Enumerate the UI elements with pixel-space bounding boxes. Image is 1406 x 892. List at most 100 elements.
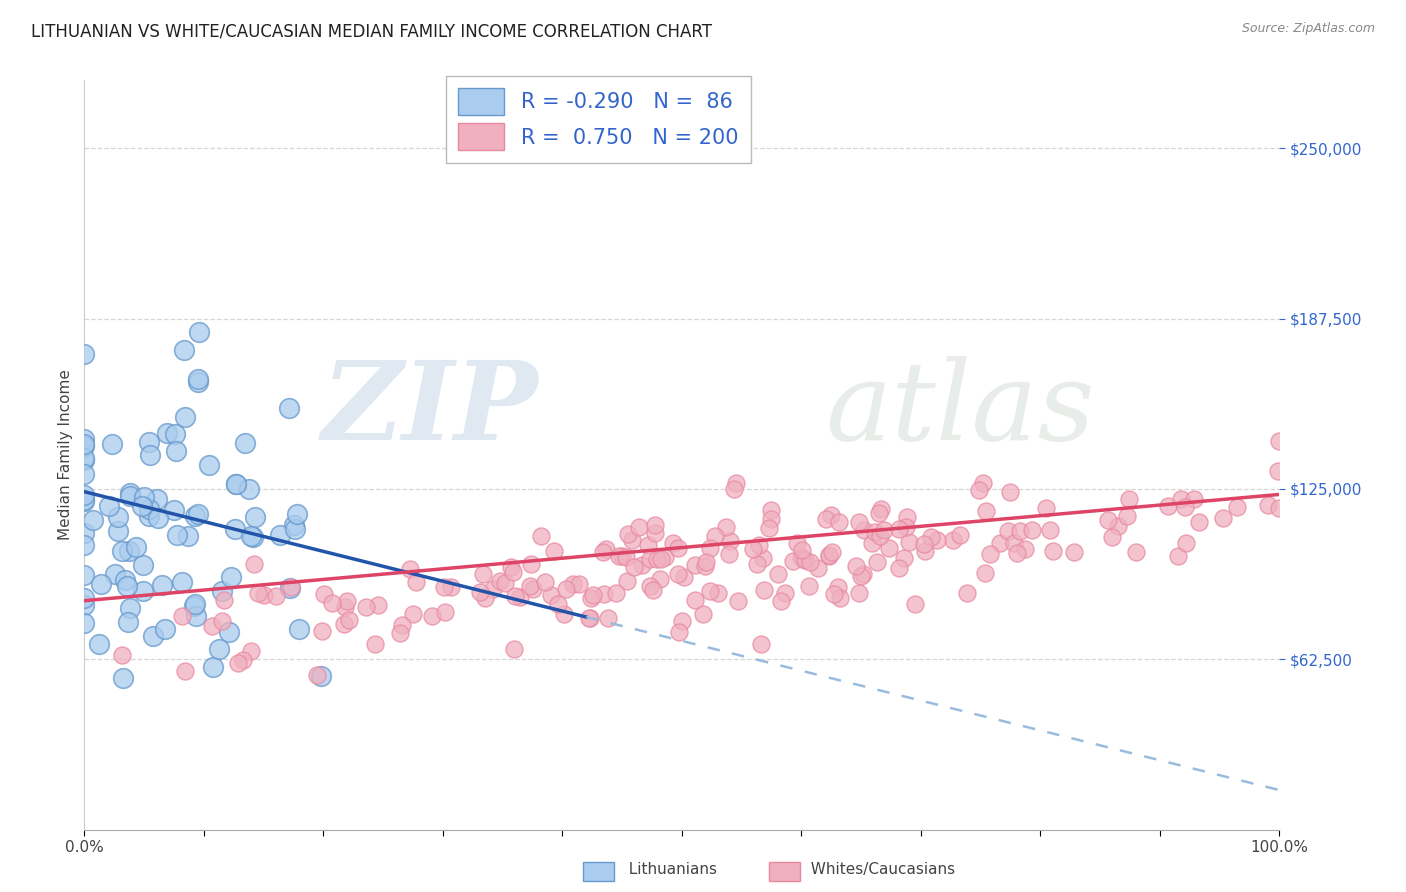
Point <box>1021 524 1043 538</box>
Point <box>520 558 543 572</box>
Point <box>118 486 141 500</box>
Point <box>567 577 589 591</box>
Point <box>1167 549 1189 563</box>
Point <box>225 477 247 491</box>
Text: Source: ZipAtlas.com: Source: ZipAtlas.com <box>1241 22 1375 36</box>
Point <box>165 444 187 458</box>
Point <box>364 637 387 651</box>
Point <box>627 520 650 534</box>
Point <box>142 630 165 644</box>
Point <box>73 492 96 507</box>
Point <box>90 577 112 591</box>
Point <box>207 642 229 657</box>
Text: Lithuanians: Lithuanians <box>619 863 717 877</box>
Point <box>1212 510 1234 524</box>
Point <box>530 528 553 542</box>
Point <box>727 594 749 608</box>
Text: LITHUANIAN VS WHITE/CAUCASIAN MEDIAN FAMILY INCOME CORRELATION CHART: LITHUANIAN VS WHITE/CAUCASIAN MEDIAN FAM… <box>31 22 711 40</box>
Point <box>540 588 562 602</box>
Point <box>579 611 602 625</box>
Point <box>817 548 839 562</box>
Point <box>638 579 661 593</box>
Text: ZIP: ZIP <box>322 356 538 464</box>
Point <box>998 485 1021 500</box>
Point <box>1097 513 1119 527</box>
Point <box>184 509 207 524</box>
Point <box>887 560 910 574</box>
Point <box>73 452 96 467</box>
Point <box>211 615 233 629</box>
Point <box>132 490 155 504</box>
Point <box>1002 536 1025 550</box>
Point <box>792 552 814 566</box>
Point <box>593 587 616 601</box>
Point <box>73 450 96 465</box>
Point <box>972 476 994 491</box>
Point <box>898 535 921 549</box>
Point <box>782 554 804 568</box>
Point <box>242 557 264 571</box>
Point <box>799 579 821 593</box>
Point <box>927 533 949 547</box>
Point <box>668 625 690 640</box>
Point <box>868 506 890 520</box>
Point <box>650 572 672 586</box>
Point <box>828 591 851 606</box>
Point <box>662 536 685 550</box>
Point <box>405 574 427 589</box>
Point <box>87 637 110 651</box>
Point <box>555 582 578 596</box>
Point <box>912 537 935 551</box>
Point <box>388 625 411 640</box>
Point <box>198 458 221 473</box>
Point <box>183 599 205 613</box>
Point <box>845 558 868 573</box>
Point <box>1174 500 1197 514</box>
Point <box>172 574 194 589</box>
Point <box>988 536 1011 550</box>
Point <box>269 528 291 542</box>
Point <box>188 325 211 339</box>
Point <box>695 555 717 569</box>
Point <box>1107 519 1129 533</box>
Point <box>1014 542 1036 557</box>
Point <box>166 528 188 542</box>
Point <box>104 566 127 581</box>
Point <box>82 513 104 527</box>
Point <box>692 607 714 622</box>
Point <box>1063 545 1085 559</box>
Point <box>519 579 541 593</box>
Point <box>820 508 842 522</box>
Point <box>420 608 443 623</box>
Point <box>232 653 254 667</box>
Point <box>184 597 207 611</box>
Point <box>118 544 141 558</box>
Point <box>645 552 668 566</box>
Point <box>887 522 910 536</box>
Point <box>246 586 269 600</box>
Point <box>620 533 643 547</box>
Point <box>716 520 738 534</box>
Point <box>218 625 240 640</box>
Point <box>501 560 523 574</box>
Point <box>97 499 120 513</box>
Point <box>754 583 776 598</box>
Point <box>1226 500 1249 515</box>
Point <box>974 504 997 518</box>
Point <box>434 605 457 619</box>
Point <box>654 549 676 564</box>
Point <box>131 500 153 514</box>
Point <box>1268 501 1291 516</box>
Point <box>1157 499 1180 513</box>
Point <box>1182 492 1205 507</box>
Point <box>553 607 575 621</box>
Point <box>1174 536 1197 550</box>
Point <box>631 558 654 572</box>
Point <box>693 559 716 574</box>
Point <box>242 530 264 544</box>
Point <box>280 581 302 595</box>
Point <box>224 523 246 537</box>
Point <box>848 515 870 529</box>
Point <box>173 665 195 679</box>
Point <box>718 547 741 561</box>
